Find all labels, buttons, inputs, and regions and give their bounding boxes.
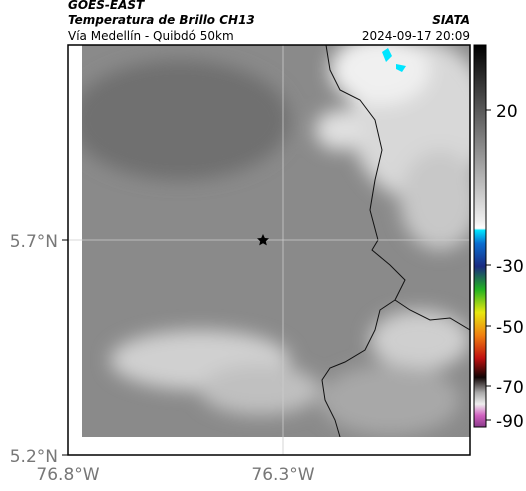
lat-tick-label: 5.2°N	[10, 447, 58, 467]
source: SIATA	[432, 13, 470, 27]
title: Temperatura de Brillo CH13	[68, 13, 255, 27]
subtitle: Vía Medellín - Quibdó 50km	[68, 29, 234, 43]
timestamp: 2024-09-17 20:09	[362, 29, 470, 43]
colorbar-label: 20	[496, 102, 518, 122]
colorbar-label: -30	[496, 257, 524, 277]
colorbar-label: -50	[496, 318, 524, 338]
lon-tick-label: 76.3°W	[251, 465, 314, 485]
map-frame	[67, 44, 471, 456]
location-marker	[257, 234, 269, 246]
colorbar-label: -70	[496, 378, 524, 398]
lat-tick-label: 5.7°N	[10, 232, 58, 252]
colorbar	[473, 44, 487, 428]
colorbar-ticks	[486, 109, 491, 421]
satellite-image	[82, 45, 470, 437]
product: GOES-EAST	[68, 0, 145, 12]
colorbar-label: -90	[496, 412, 524, 432]
lon-tick-label: 76.8°W	[36, 465, 99, 485]
